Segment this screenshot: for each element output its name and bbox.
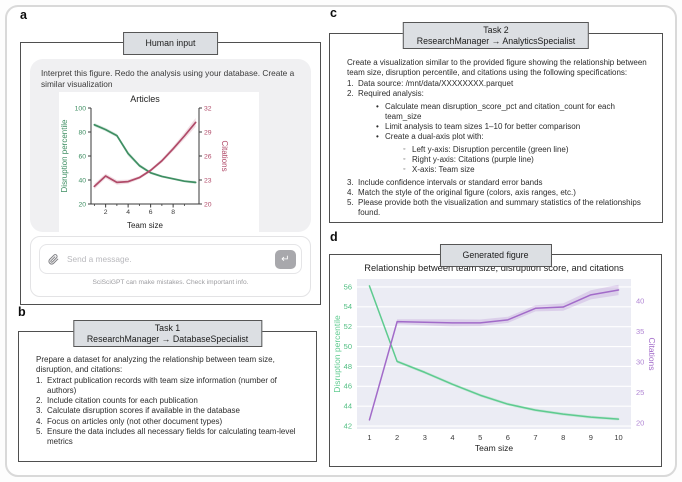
list-item: 4. Match the style of the original figure… [347,187,576,197]
svg-text:42: 42 [344,421,352,430]
svg-text:8: 8 [171,209,175,216]
svg-text:23: 23 [204,178,212,185]
tab-task1-title: Task 1 [154,323,181,333]
svg-text:100: 100 [75,106,87,113]
list-item: Limit analysis to team sizes 1–10 for be… [376,122,648,132]
panel-human-input: Human input Interpret this figure. Redo … [20,32,321,305]
svg-text:30: 30 [636,357,644,366]
svg-text:Citations: Citations [647,337,657,370]
svg-text:6: 6 [149,209,153,216]
svg-text:1: 1 [367,433,371,442]
tab-task1: Task 1 ResearchManager → DatabaseSpecial… [72,320,263,348]
svg-text:40: 40 [78,178,86,185]
return-arrow-icon: ↵ [281,253,290,265]
svg-text:8: 8 [561,433,565,442]
user-prompt-text: Interpret this figure. Redo the analysis… [41,68,295,89]
svg-text:Articles: Articles [130,94,160,104]
svg-text:60: 60 [78,154,86,161]
svg-text:20: 20 [204,202,212,209]
svg-text:25: 25 [636,388,644,397]
svg-text:2: 2 [395,433,399,442]
svg-text:50: 50 [344,342,352,351]
svg-text:6: 6 [506,433,510,442]
svg-text:Disruption percentile: Disruption percentile [333,315,342,393]
panel-label-c: c [330,6,337,20]
task2-intro: Create a visualization similar to the pr… [347,58,647,78]
tab-generated-figure: Generated figure [439,244,552,267]
panel-label-b: b [18,305,26,319]
panel-generated-figure: Generated figure 42 44 46 48 50 52 54 56 20 25 30 3… [329,244,662,467]
inset-articles-chart: 20 40 60 80 100 20 23 26 29 32 2 4 6 8 Articles Team si… [60,94,229,230]
task2-bullet-list: Calculate mean disruption_score_pct and … [347,102,648,142]
chat-disclaimer: SciSciGPT can make mistakes. Check impor… [92,279,249,286]
svg-text:3: 3 [423,433,427,442]
list-item: 5. Please provide both the visualization … [347,197,641,217]
list-item: 4. Focus on articles only (not other docu… [36,416,223,426]
svg-text:32: 32 [204,106,212,113]
task2-body: Create a visualization similar to the pr… [330,34,662,222]
svg-text:40: 40 [636,296,644,305]
list-item: Create a dual-axis plot with: [376,132,648,142]
list-item: Right y-axis: Citations (purple line) [403,155,648,165]
list-item: X-axis: Team size [403,165,648,175]
svg-text:9: 9 [589,433,593,442]
list-item: 2. Include citation counts for each publi… [36,396,198,406]
generated-figure: 42 44 46 48 50 52 54 56 20 25 30 35 40 1 2 3 4 5 6 7 8 9 10 Rel… [333,259,657,465]
svg-text:80: 80 [78,130,86,137]
user-message-bubble: Interpret this figure. Redo the analysis… [30,59,311,233]
tab-task2: Task 2 ResearchManager → AnalyticsSpecia… [402,22,590,50]
svg-text:20: 20 [78,202,86,209]
task1-intro: Prepare a dataset for analyzing the rela… [36,355,275,375]
list-item: 1. Extract publication records with team … [36,376,277,396]
svg-text:26: 26 [204,154,212,161]
list-item: 2. Required analysis: [347,89,424,99]
task1-body: Prepare a dataset for analyzing the rela… [19,332,316,461]
list-item: 3. Include confidence intervals or standa… [347,177,543,187]
svg-text:4: 4 [450,433,454,442]
svg-text:35: 35 [636,327,644,336]
svg-text:7: 7 [533,433,537,442]
panel-label-a: a [20,8,27,22]
svg-text:Team size: Team size [127,221,164,230]
tab-human-input: Human input [122,32,219,55]
tab-task1-agents: ResearchManager → DatabaseSpecialist [86,333,249,344]
svg-text:10: 10 [614,433,622,442]
panel-label-d: d [330,230,338,244]
uploaded-figure: 20 40 60 80 100 20 23 26 29 32 2 4 6 8 Articles Team si… [59,92,259,233]
list-item: Calculate mean disruption_score_pct and … [376,102,648,122]
tab-human-input-label: Human input [145,38,196,48]
svg-text:48: 48 [344,362,352,371]
chat-input-row: ↵ [39,244,302,274]
panel-task2: Task 2 ResearchManager → AnalyticsSpecia… [329,22,663,223]
svg-text:54: 54 [344,302,352,311]
panel-task1: Task 1 ResearchManager → DatabaseSpecial… [18,320,317,462]
list-item: 5. Ensure the data includes all necessary… [36,426,296,446]
list-item: 1. Data source: /mnt/data/XXXXXXXX.parque… [347,79,514,89]
svg-text:Team size: Team size [475,443,514,453]
svg-text:Disruption percentile: Disruption percentile [60,119,69,192]
paperclip-icon[interactable] [48,253,59,265]
list-item: 3. Calculate disruption scores if availab… [36,406,241,416]
message-input[interactable] [65,253,269,265]
svg-text:Citations: Citations [220,141,229,172]
svg-text:44: 44 [344,402,352,411]
task2-subbullet-list: Left y-axis: Disruption percentile (gree… [347,145,648,175]
svg-text:29: 29 [204,130,212,137]
svg-text:4: 4 [126,209,130,216]
svg-text:46: 46 [344,382,352,391]
list-item: Left y-axis: Disruption percentile (gree… [403,145,648,155]
tab-task2-agents: ResearchManager → AnalyticsSpecialist [416,35,576,46]
tab-generated-figure-label: Generated figure [462,250,529,260]
svg-text:5: 5 [478,433,482,442]
svg-text:52: 52 [344,322,352,331]
chat-input-card: ↵ SciSciGPT can make mistakes. Check imp… [30,236,311,297]
send-button[interactable]: ↵ [275,249,296,269]
svg-text:56: 56 [344,282,352,291]
svg-text:20: 20 [636,418,644,427]
svg-text:Relationship between team size: Relationship between team size, disrupti… [364,263,624,273]
svg-text:2: 2 [104,209,108,216]
tab-task2-title: Task 2 [483,25,509,35]
